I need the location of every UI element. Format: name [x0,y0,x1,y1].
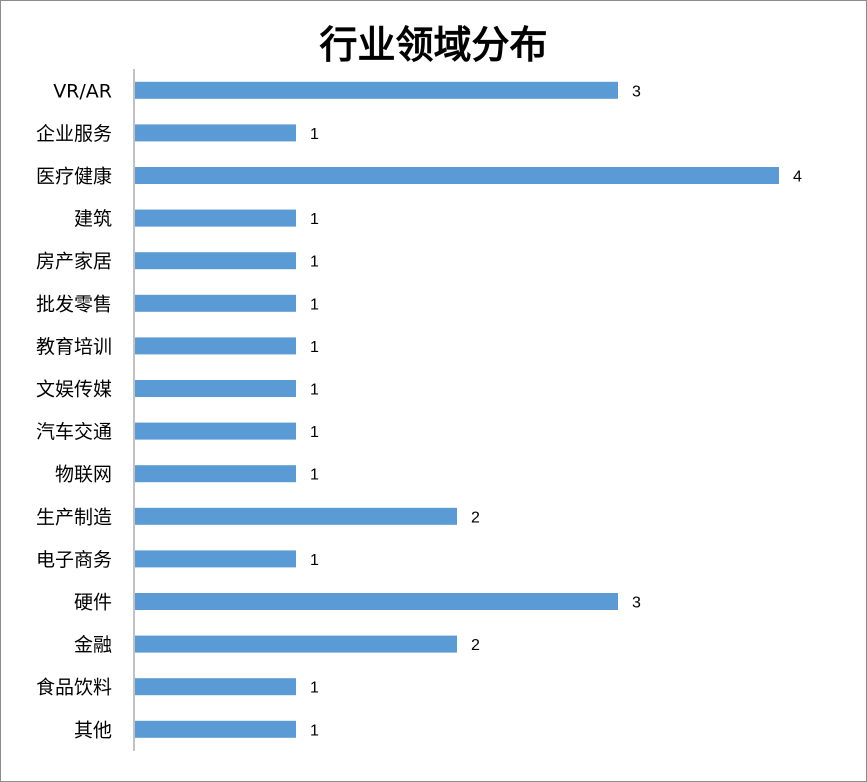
bar-15 [135,720,296,738]
value-label-9: 1 [310,467,319,484]
category-label-1: 企业服务 [36,123,112,145]
category-label-4: 房产家居 [36,251,112,273]
category-label-14: 食品饮料 [36,677,112,699]
bar-1 [135,124,296,142]
category-label-10: 生产制造 [36,506,112,528]
category-label-6: 教育培训 [36,336,112,358]
value-label-1: 1 [310,126,319,143]
value-label-2: 4 [793,169,802,186]
bar-7 [135,380,296,397]
bar-0 [135,81,618,99]
bar-9 [135,465,296,483]
category-label-15: 其他 [74,719,112,741]
value-label-7: 1 [310,382,319,399]
value-label-10: 2 [471,509,480,526]
bar-10 [135,507,457,525]
value-label-12: 3 [632,595,641,612]
value-label-0: 3 [632,83,641,100]
value-label-6: 1 [310,339,319,356]
value-label-15: 1 [310,722,319,739]
category-label-11: 电子商务 [36,549,112,571]
value-label-5: 1 [310,296,319,313]
category-label-0: VR/AR [53,80,112,102]
bar-5 [135,294,296,312]
bars-group [135,81,779,738]
category-labels-group: VR/AR 企业服务医疗健康建筑房产家居批发零售教育培训文娱传媒汽车交通物联网生产… [36,80,112,741]
bar-2 [135,167,779,184]
bar-4 [135,252,296,270]
value-label-11: 1 [310,552,319,569]
value-labels-group: 3 1 4 1 1 1 1 1 1 1 2 1 3 2 1 1 [310,83,802,739]
value-label-8: 1 [310,424,319,441]
category-label-2: 医疗健康 [36,166,112,188]
bar-11 [135,550,296,568]
chart-title: 行业领域分布 [319,23,548,67]
bar-13 [135,635,457,653]
bar-3 [135,209,296,227]
value-label-14: 1 [310,680,319,697]
bar-14 [135,678,296,696]
category-label-5: 批发零售 [36,293,112,315]
category-label-3: 建筑 [74,208,112,230]
value-label-3: 1 [310,211,319,228]
category-label-7: 文娱传媒 [36,379,112,401]
category-label-9: 物联网 [55,464,112,486]
value-label-4: 1 [310,254,319,271]
bar-6 [135,337,296,355]
bar-8 [135,422,296,440]
category-label-8: 汽车交通 [36,421,112,443]
bar-12 [135,593,618,610]
category-label-13: 金融 [74,634,112,656]
category-label-12: 硬件 [74,592,112,614]
value-label-13: 2 [471,637,480,654]
